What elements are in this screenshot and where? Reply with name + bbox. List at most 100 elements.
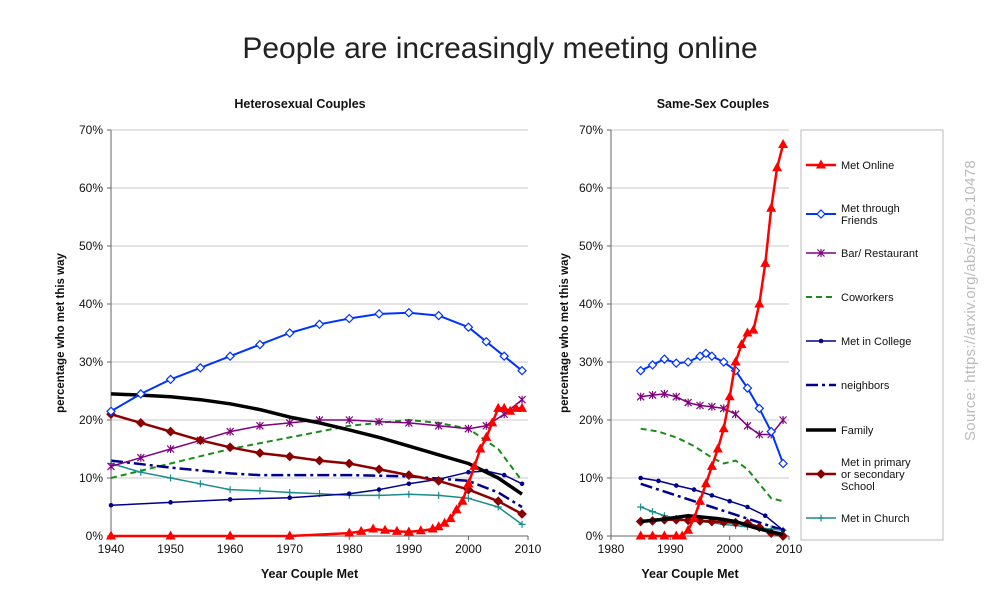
legend-label: Family	[841, 425, 874, 437]
data-point	[673, 483, 679, 488]
data-point	[493, 496, 504, 507]
series-line	[110, 311, 523, 413]
data-point	[457, 495, 468, 505]
y-tick-label: 40%	[79, 297, 103, 311]
data-point	[683, 524, 694, 534]
data-point	[136, 453, 145, 462]
series-line	[640, 144, 785, 538]
legend-marker	[817, 514, 825, 522]
data-point	[736, 339, 747, 349]
data-point	[499, 402, 510, 412]
data-point	[255, 448, 265, 458]
x-tick-label: 1990	[396, 542, 423, 556]
series-met-online	[635, 139, 789, 540]
data-point	[778, 139, 789, 148]
data-point	[712, 443, 723, 453]
data-point	[255, 339, 265, 350]
y-axis-label: percentage who met this way	[55, 253, 67, 413]
data-point	[718, 357, 729, 367]
legend-box	[800, 129, 944, 541]
data-point	[195, 362, 206, 373]
data-point	[766, 202, 777, 212]
x-tick-label: 1980	[336, 542, 363, 556]
data-point	[731, 410, 740, 419]
chart-same-sex: 0% 10% 20% 30% 40% 50% 60% 70% 1980 1990 2000 2010 S…	[559, 97, 803, 581]
data-point	[700, 478, 711, 488]
data-point	[376, 487, 382, 492]
x-tick-label: 2010	[776, 542, 803, 556]
data-point	[742, 383, 753, 393]
data-point	[108, 502, 114, 508]
legend-label: Met in College	[841, 336, 911, 348]
data-point	[380, 524, 391, 534]
series-met-online	[106, 402, 528, 540]
data-point	[518, 395, 526, 404]
data-point	[754, 298, 765, 308]
data-point	[772, 162, 783, 172]
data-point	[635, 365, 646, 376]
y-tick-label: 20%	[579, 413, 603, 427]
data-point	[755, 430, 764, 439]
data-point	[463, 478, 474, 488]
data-point	[286, 489, 294, 496]
data-point	[284, 530, 295, 540]
legend-marker	[818, 338, 824, 344]
legend-item: Met through Friends	[806, 203, 900, 227]
legend: Met Online Met through Friends Bar/ Restaur…	[800, 129, 944, 541]
data-point	[762, 513, 768, 518]
data-point	[727, 498, 732, 504]
x-tick-label: 1990	[657, 542, 684, 556]
data-point	[707, 402, 716, 411]
legend-label: Coworkers	[841, 292, 894, 304]
legend-label: neighbors	[841, 380, 890, 392]
data-point	[742, 327, 753, 337]
data-point	[707, 351, 717, 362]
series-line	[640, 482, 784, 532]
data-point	[406, 481, 412, 487]
legend-label: Met in Church	[841, 513, 909, 525]
data-point	[517, 509, 527, 519]
series-bar-restaurant	[636, 389, 787, 439]
data-point	[435, 491, 443, 499]
data-point	[427, 523, 438, 533]
x-axis-label: Year Couple Met	[641, 567, 739, 581]
data-point	[743, 421, 752, 430]
data-point	[415, 525, 426, 535]
data-point	[647, 530, 658, 540]
data-point	[165, 426, 176, 437]
data-point	[636, 392, 645, 401]
data-point	[754, 403, 765, 414]
data-point	[481, 431, 492, 441]
data-point	[466, 469, 471, 475]
data-point	[285, 418, 294, 427]
legend-label: Met through Friends	[841, 203, 900, 227]
data-point	[344, 527, 355, 537]
legend-item: Family	[806, 425, 874, 437]
data-point	[345, 416, 354, 424]
data-point	[135, 418, 146, 428]
legend-item: neighbors	[806, 380, 890, 392]
y-tick-label: 50%	[579, 239, 603, 253]
data-point	[706, 460, 717, 470]
data-point	[469, 460, 480, 470]
data-point	[356, 525, 367, 535]
data-point	[505, 405, 516, 415]
series-met-through-friends	[635, 348, 788, 469]
data-point	[106, 530, 116, 540]
chart-title: Same-Sex Couples	[657, 97, 770, 111]
data-point	[691, 487, 697, 492]
data-point	[648, 391, 657, 400]
data-point	[519, 481, 525, 487]
data-point	[403, 526, 414, 536]
data-point	[518, 520, 526, 528]
legend-marker	[816, 469, 826, 479]
series-met-in-church	[107, 460, 526, 528]
legend-label: Met in primary or secondary School	[841, 457, 911, 493]
data-point	[464, 424, 473, 433]
data-point	[391, 525, 402, 535]
data-point	[445, 513, 456, 523]
data-point	[671, 358, 682, 369]
data-point	[284, 328, 295, 338]
data-point	[724, 391, 735, 401]
